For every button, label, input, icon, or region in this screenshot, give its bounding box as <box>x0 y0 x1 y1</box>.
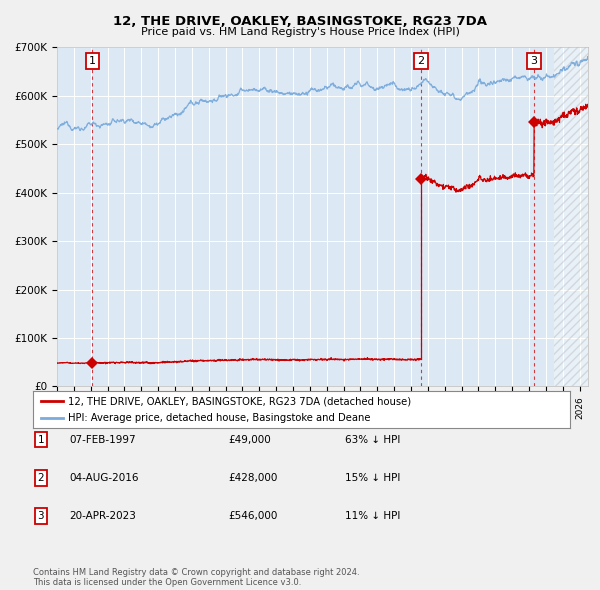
Text: HPI: Average price, detached house, Basingstoke and Deane: HPI: Average price, detached house, Basi… <box>68 413 370 423</box>
Text: 12, THE DRIVE, OAKLEY, BASINGSTOKE, RG23 7DA: 12, THE DRIVE, OAKLEY, BASINGSTOKE, RG23… <box>113 15 487 28</box>
Text: 15% ↓ HPI: 15% ↓ HPI <box>345 473 400 483</box>
Text: £428,000: £428,000 <box>228 473 277 483</box>
Text: Contains HM Land Registry data © Crown copyright and database right 2024.
This d: Contains HM Land Registry data © Crown c… <box>33 568 359 587</box>
Text: 20-APR-2023: 20-APR-2023 <box>69 512 136 521</box>
Text: £546,000: £546,000 <box>228 512 277 521</box>
Text: 11% ↓ HPI: 11% ↓ HPI <box>345 512 400 521</box>
Text: 3: 3 <box>530 56 538 65</box>
Text: 1: 1 <box>37 435 44 444</box>
Text: 1: 1 <box>89 56 96 65</box>
Text: Price paid vs. HM Land Registry's House Price Index (HPI): Price paid vs. HM Land Registry's House … <box>140 27 460 37</box>
Text: 04-AUG-2016: 04-AUG-2016 <box>69 473 139 483</box>
Bar <box>554 47 588 386</box>
Text: £49,000: £49,000 <box>228 435 271 444</box>
Text: 3: 3 <box>37 512 44 521</box>
Text: 07-FEB-1997: 07-FEB-1997 <box>69 435 136 444</box>
Text: 2: 2 <box>418 56 425 65</box>
Text: 12, THE DRIVE, OAKLEY, BASINGSTOKE, RG23 7DA (detached house): 12, THE DRIVE, OAKLEY, BASINGSTOKE, RG23… <box>68 396 411 406</box>
Text: 2: 2 <box>37 473 44 483</box>
Text: 63% ↓ HPI: 63% ↓ HPI <box>345 435 400 444</box>
